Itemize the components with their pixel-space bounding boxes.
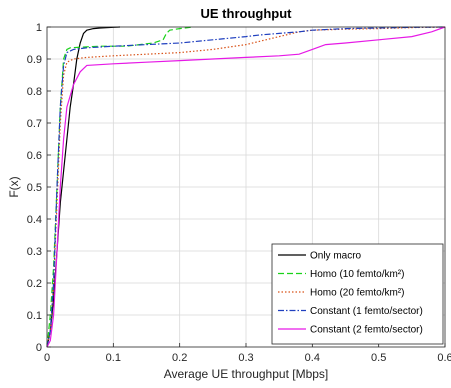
legend-label: Constant (2 femto/sector) xyxy=(310,325,423,336)
x-axis-label: Average UE throughput [Mbps] xyxy=(164,367,329,381)
x-tick-label: 0.6 xyxy=(437,352,451,364)
y-tick-label: 0.8 xyxy=(27,86,42,98)
legend-label: Homo (10 femto/km²) xyxy=(310,269,404,280)
x-tick-label: 0 xyxy=(44,352,50,364)
y-tick-label: 0.5 xyxy=(27,182,42,194)
legend-label: Homo (20 femto/km²) xyxy=(310,288,404,299)
legend-label: Constant (1 femto/sector) xyxy=(310,306,423,317)
x-tick-label: 0.4 xyxy=(305,352,320,364)
y-tick-label: 0.1 xyxy=(27,310,42,322)
x-tick-labels: 0 0.1 0.2 0.3 0.4 0.5 0.6 xyxy=(44,352,451,364)
y-tick-label: 0.4 xyxy=(27,214,42,226)
series-line-5 xyxy=(46,26,446,348)
plot-frame xyxy=(46,26,446,348)
y-tick-label: 0 xyxy=(36,342,42,354)
legend-box xyxy=(271,243,444,345)
y-tick-label: 0.2 xyxy=(27,278,42,290)
grid xyxy=(46,26,446,348)
legend: Only macro Homo (10 femto/km²) Homo (20 fe… xyxy=(271,243,444,345)
y-tick-label: 0.7 xyxy=(27,118,42,130)
y-tick-labels: 0 0.1 0.2 0.3 0.4 0.5 0.6 0.7 0.8 0.9 1 xyxy=(27,22,42,354)
x-tick-label: 0.5 xyxy=(371,352,386,364)
x-tick-label: 0.1 xyxy=(106,352,121,364)
y-tick-label: 0.6 xyxy=(27,150,42,162)
y-tick-label: 0.9 xyxy=(27,54,42,66)
series-line-4 xyxy=(46,26,446,348)
y-tick-label: 1 xyxy=(36,22,42,34)
chart-title: UE throughput xyxy=(201,6,293,21)
x-tick-label: 0.2 xyxy=(172,352,187,364)
legend-label: Only macro xyxy=(310,251,362,262)
series-group xyxy=(46,26,446,348)
x-tick-label: 0.3 xyxy=(238,352,253,364)
y-tick-label: 0.3 xyxy=(27,246,42,258)
y-axis-label: F(x) xyxy=(7,176,21,197)
